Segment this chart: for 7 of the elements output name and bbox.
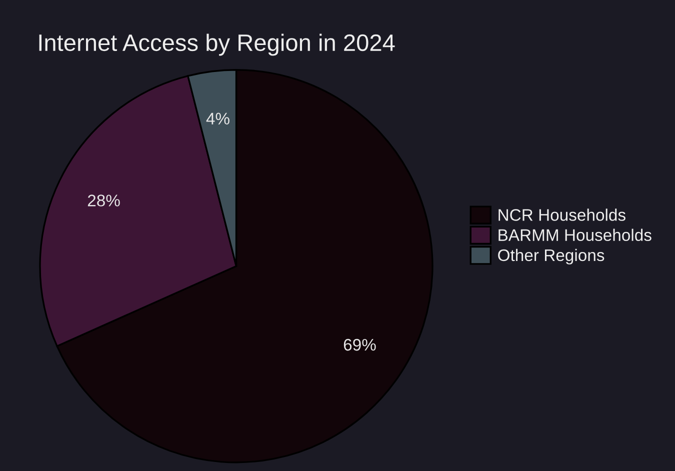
data-label: 28% (88, 194, 120, 206)
data-label: 4% (206, 112, 230, 124)
chart-title: Internet Access by Region in 2024 (39, 34, 395, 56)
legend-label: Other Regions (498, 248, 604, 264)
legend-label: NCR Households (498, 208, 626, 221)
legend-label: BARMM Households (498, 228, 652, 242)
data-label: 69% (344, 338, 376, 351)
